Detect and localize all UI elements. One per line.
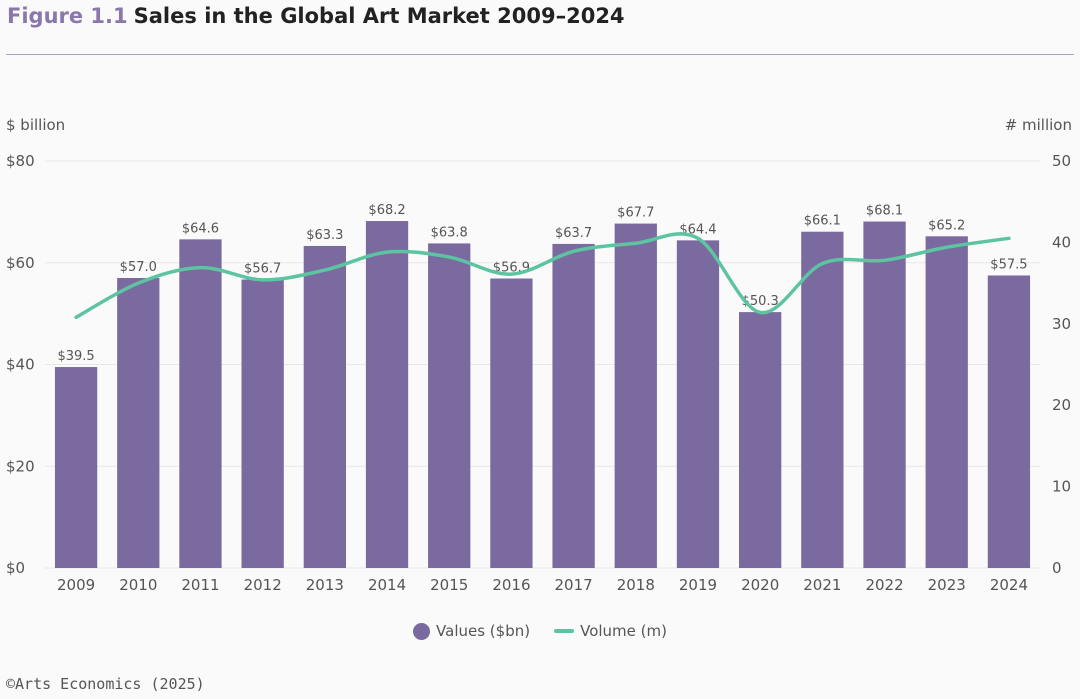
x-tick-label: 2021 [803, 576, 841, 594]
x-tick-label: 2023 [928, 576, 966, 594]
bars [54, 221, 1031, 569]
x-tick-label: 2011 [181, 576, 219, 594]
bar [925, 236, 968, 569]
bar [117, 278, 160, 568]
figure-title: Figure 1.1 Sales in the Global Art Market… [7, 4, 625, 28]
y-right-tick-label: 40 [1052, 233, 1071, 251]
bar [241, 279, 284, 568]
bar-value-label: $68.2 [368, 203, 405, 218]
bar-value-label: $68.1 [866, 204, 903, 219]
x-ticks: 2009 2010 2011 2012 2013 2014 2015 2016 2017 2018… [57, 576, 1028, 594]
y-right-tick-label: 0 [1052, 559, 1062, 577]
bar-value-label: $39.5 [57, 349, 94, 364]
bar [801, 231, 844, 568]
bar [676, 240, 720, 569]
x-tick-label: 2022 [865, 576, 903, 594]
x-tick-label: 2016 [492, 576, 530, 594]
bar-value-label: $63.8 [431, 225, 468, 240]
x-tick-label: 2010 [119, 576, 157, 594]
x-tick-label: 2018 [617, 576, 655, 594]
bar-value-label: $63.3 [306, 228, 343, 243]
x-tick-label: 2024 [990, 576, 1028, 594]
bar [54, 367, 98, 568]
y-left-tick-label: $40 [6, 356, 35, 374]
bar [179, 239, 222, 568]
figure-title-text: Sales in the Global Art Market 2009–2024 [133, 4, 625, 28]
y-right-axis-label: # million [1005, 116, 1072, 134]
y-right-tick-label: 50 [1052, 152, 1071, 170]
volume-line [74, 232, 1011, 320]
title-rule [6, 54, 1074, 55]
legend-label-volume: Volume (m) [580, 622, 667, 640]
bar [303, 245, 346, 568]
bar [428, 243, 471, 569]
x-tick-label: 2014 [368, 576, 406, 594]
y-left-tick-label: $80 [6, 152, 35, 170]
bar [552, 243, 595, 568]
bar [490, 278, 533, 568]
bar-value-label: $56.7 [244, 262, 281, 277]
legend-label-values: Values ($bn) [436, 622, 531, 640]
legend-swatch-values [413, 622, 431, 640]
y-left-tick-label: $0 [6, 559, 25, 577]
bar [739, 312, 782, 568]
bar-value-label: $63.7 [555, 226, 592, 241]
bar-value-label: $67.7 [617, 206, 654, 221]
x-tick-label: 2020 [741, 576, 779, 594]
x-tick-label: 2017 [555, 576, 593, 594]
y-left-tick-label: $20 [6, 457, 35, 475]
x-tick-label: 2015 [430, 576, 468, 594]
bar [365, 221, 409, 568]
y-right-ticks: 0 10 20 30 40 50 [1052, 152, 1071, 577]
x-tick-label: 2019 [679, 576, 717, 594]
figure-number: Figure 1.1 [7, 4, 128, 28]
x-tick-label: 2013 [306, 576, 344, 594]
bar-value-label: $57.5 [990, 257, 1027, 272]
x-tick-label: 2012 [244, 576, 282, 594]
bar [614, 223, 657, 569]
bar [987, 275, 1031, 568]
y-left-axis-label: $ billion [6, 116, 65, 134]
y-left-tick-label: $60 [6, 254, 35, 272]
bar-value-label: $64.6 [182, 221, 219, 236]
bar [863, 221, 906, 568]
legend: Values ($bn) Volume (m) [0, 622, 1080, 640]
legend-item-values: Values ($bn) [413, 622, 530, 640]
bar-value-label: $57.0 [120, 260, 157, 275]
bar-value-label: $66.1 [804, 214, 841, 229]
legend-swatch-volume [554, 629, 575, 633]
y-left-ticks: $0 $20 $40 $60 $80 [6, 152, 35, 577]
y-right-tick-label: 20 [1052, 396, 1071, 414]
y-right-tick-label: 30 [1052, 315, 1071, 333]
source-credit: ©Arts Economics (2025) [6, 675, 205, 693]
bar-value-label: $65.2 [928, 218, 965, 233]
y-right-tick-label: 10 [1052, 478, 1071, 496]
legend-item-volume: Volume (m) [554, 622, 667, 640]
x-tick-label: 2009 [57, 576, 95, 594]
